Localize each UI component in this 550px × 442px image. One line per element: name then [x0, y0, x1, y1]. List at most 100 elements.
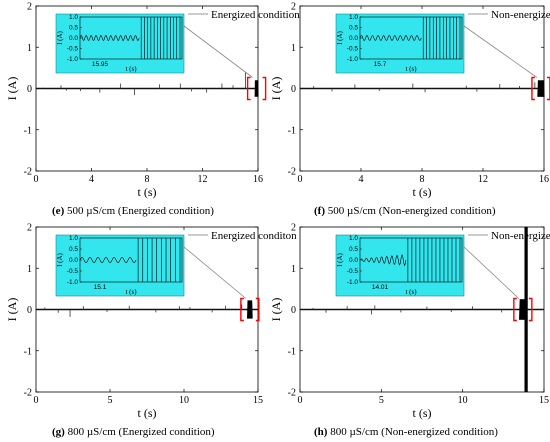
caption-e: (e) 500 µS/cm (Energized condition)	[52, 205, 214, 217]
inset-y-tick-label: 0.0	[349, 257, 358, 264]
inset-y-tick-label: 1.0	[349, 235, 358, 242]
legend-label: Non-energized condition	[491, 230, 550, 242]
breakdown-burst	[537, 80, 545, 97]
x-tick-label: 12	[478, 174, 488, 185]
inset-ripple-trace	[79, 257, 137, 263]
y-tick-label: 0	[27, 84, 32, 95]
y-tick-label: -1	[288, 125, 296, 136]
y-tick-label: -2	[288, 167, 296, 178]
zoom-marker-bracket	[240, 297, 260, 322]
x-tick-label: 0	[298, 395, 303, 406]
x-tick-label: 15	[253, 395, 263, 406]
inset-y-tick-label: -1.0	[347, 56, 359, 63]
inset-y-tick-label: -0.5	[347, 268, 359, 275]
x-tick-label: 8	[145, 174, 150, 185]
x-tick-label: 10	[458, 395, 468, 406]
inset-y-tick-label: 0.5	[69, 246, 78, 253]
x-tick-label: 16	[539, 174, 549, 185]
inset-y-tick-label: -1.0	[347, 279, 359, 286]
y-axis-label: I (A)	[269, 298, 283, 322]
y-tick-label: 2	[27, 2, 32, 13]
inset-h: 1.0 0.5 0.0 -0.5 -1.0 I (A) t (s) 14.01	[335, 234, 465, 297]
inset-background	[335, 13, 465, 74]
y-tick-label: 1	[291, 264, 296, 275]
caption-g: (g) 800 µS/cm (Energized condition)	[52, 426, 215, 438]
caption-h-letter: (h)	[314, 426, 328, 438]
inset-x-tick-label: 14.01	[372, 284, 389, 291]
x-tick-label: 16	[253, 174, 263, 185]
x-tick-label: 10	[179, 395, 189, 406]
y-tick-label: 2	[291, 223, 296, 234]
zoom-marker-bracket	[513, 297, 533, 322]
inset-y-tick-label: 1.0	[349, 14, 358, 21]
caption-f-letter: (f)	[314, 205, 326, 217]
x-axis-label: t (s)	[138, 406, 157, 420]
inset-y-tick-label: 0.0	[69, 35, 78, 42]
inset-x-tick-label: 15.95	[92, 61, 109, 68]
inset-ripple-trace	[359, 254, 407, 267]
inset-x-axis-label: t (s)	[405, 288, 417, 296]
inset-f: 1.0 0.5 0.0 -0.5 -1.0 I (A) t (s) 15.7	[335, 13, 465, 74]
y-tick-label: -1	[24, 125, 32, 136]
inset-y-tick-label: -1.0	[67, 279, 79, 286]
y-tick-label: 0	[291, 305, 296, 316]
inset-leader-line	[463, 246, 520, 299]
inset-y-tick-label: 1.0	[69, 235, 78, 242]
caption-e-text: 500 µS/cm (Energized condition)	[66, 205, 214, 217]
inset-y-tick-label: -0.5	[347, 46, 359, 53]
y-tick-label: -2	[24, 388, 32, 399]
inset-ripple-trace	[79, 35, 140, 41]
inset-y-tick-label: 0.0	[349, 35, 358, 42]
x-tick-label: 4	[89, 174, 94, 185]
legend-label: Energized condition	[211, 9, 300, 21]
panel-g: -2 -1 0 1 2 0 5 10 15 t (s) I (A) Energized condito…	[5, 223, 297, 421]
x-tick-label: 5	[379, 395, 384, 406]
x-axis-label: t (s)	[413, 185, 432, 199]
inset-y-tick-label: -0.5	[67, 268, 79, 275]
x-tick-label: 8	[420, 174, 425, 185]
legend-label: Non-energized condition	[491, 9, 550, 21]
x-tick-label: 0	[34, 395, 39, 406]
inset-y-axis-label: I (A)	[56, 30, 64, 44]
x-tick-label: 0	[34, 174, 39, 185]
x-tick-label: 0	[298, 174, 303, 185]
y-tick-label: 1	[27, 43, 32, 54]
inset-x-axis-label: t (s)	[125, 65, 137, 73]
x-tick-label: 12	[198, 174, 208, 185]
y-tick-label: -1	[288, 346, 296, 357]
full-scale-band	[524, 227, 528, 392]
y-tick-label: -2	[24, 167, 32, 178]
inset-e: 1.0 0.5 0.0 -0.5 -1.0 I (A) t (s) 15.95	[55, 13, 185, 74]
caption-e-letter: (e)	[52, 205, 65, 217]
y-tick-label: 0	[291, 84, 296, 95]
inset-y-tick-label: 1.0	[69, 14, 78, 21]
inset-g: 1.0 0.5 0.0 -0.5 -1.0 I (A) t (s) 15.1	[55, 234, 185, 297]
caption-f-text: 500 µS/cm (Non-energized condition)	[327, 205, 496, 217]
inset-x-axis-label: t (s)	[125, 288, 137, 296]
inset-y-tick-label: 0.5	[349, 246, 358, 253]
caption-g-letter: (g)	[52, 426, 65, 438]
inset-leader-line	[183, 246, 247, 299]
inset-background	[55, 13, 185, 74]
inset-y-tick-label: -1.0	[67, 56, 79, 63]
breakdown-burst	[254, 80, 259, 97]
breakdown-burst	[247, 300, 253, 319]
y-axis-label: I (A)	[269, 77, 283, 101]
inset-y-axis-label: I (A)	[56, 252, 64, 266]
inset-y-tick-label: 0.5	[69, 25, 78, 32]
y-tick-label: 1	[291, 43, 296, 54]
y-axis-label: I (A)	[5, 298, 19, 322]
inset-background	[335, 234, 465, 297]
inset-y-axis-label: I (A)	[336, 252, 344, 266]
y-tick-label: 1	[27, 264, 32, 275]
legend-label: Energized conditon	[211, 230, 297, 242]
y-axis-label: I (A)	[5, 77, 19, 101]
x-tick-label: 5	[108, 395, 113, 406]
x-tick-label: 15	[539, 395, 549, 406]
inset-x-tick-label: 15.7	[374, 61, 387, 68]
inset-x-axis-label: t (s)	[405, 65, 417, 73]
inset-y-tick-label: -0.5	[67, 46, 79, 53]
